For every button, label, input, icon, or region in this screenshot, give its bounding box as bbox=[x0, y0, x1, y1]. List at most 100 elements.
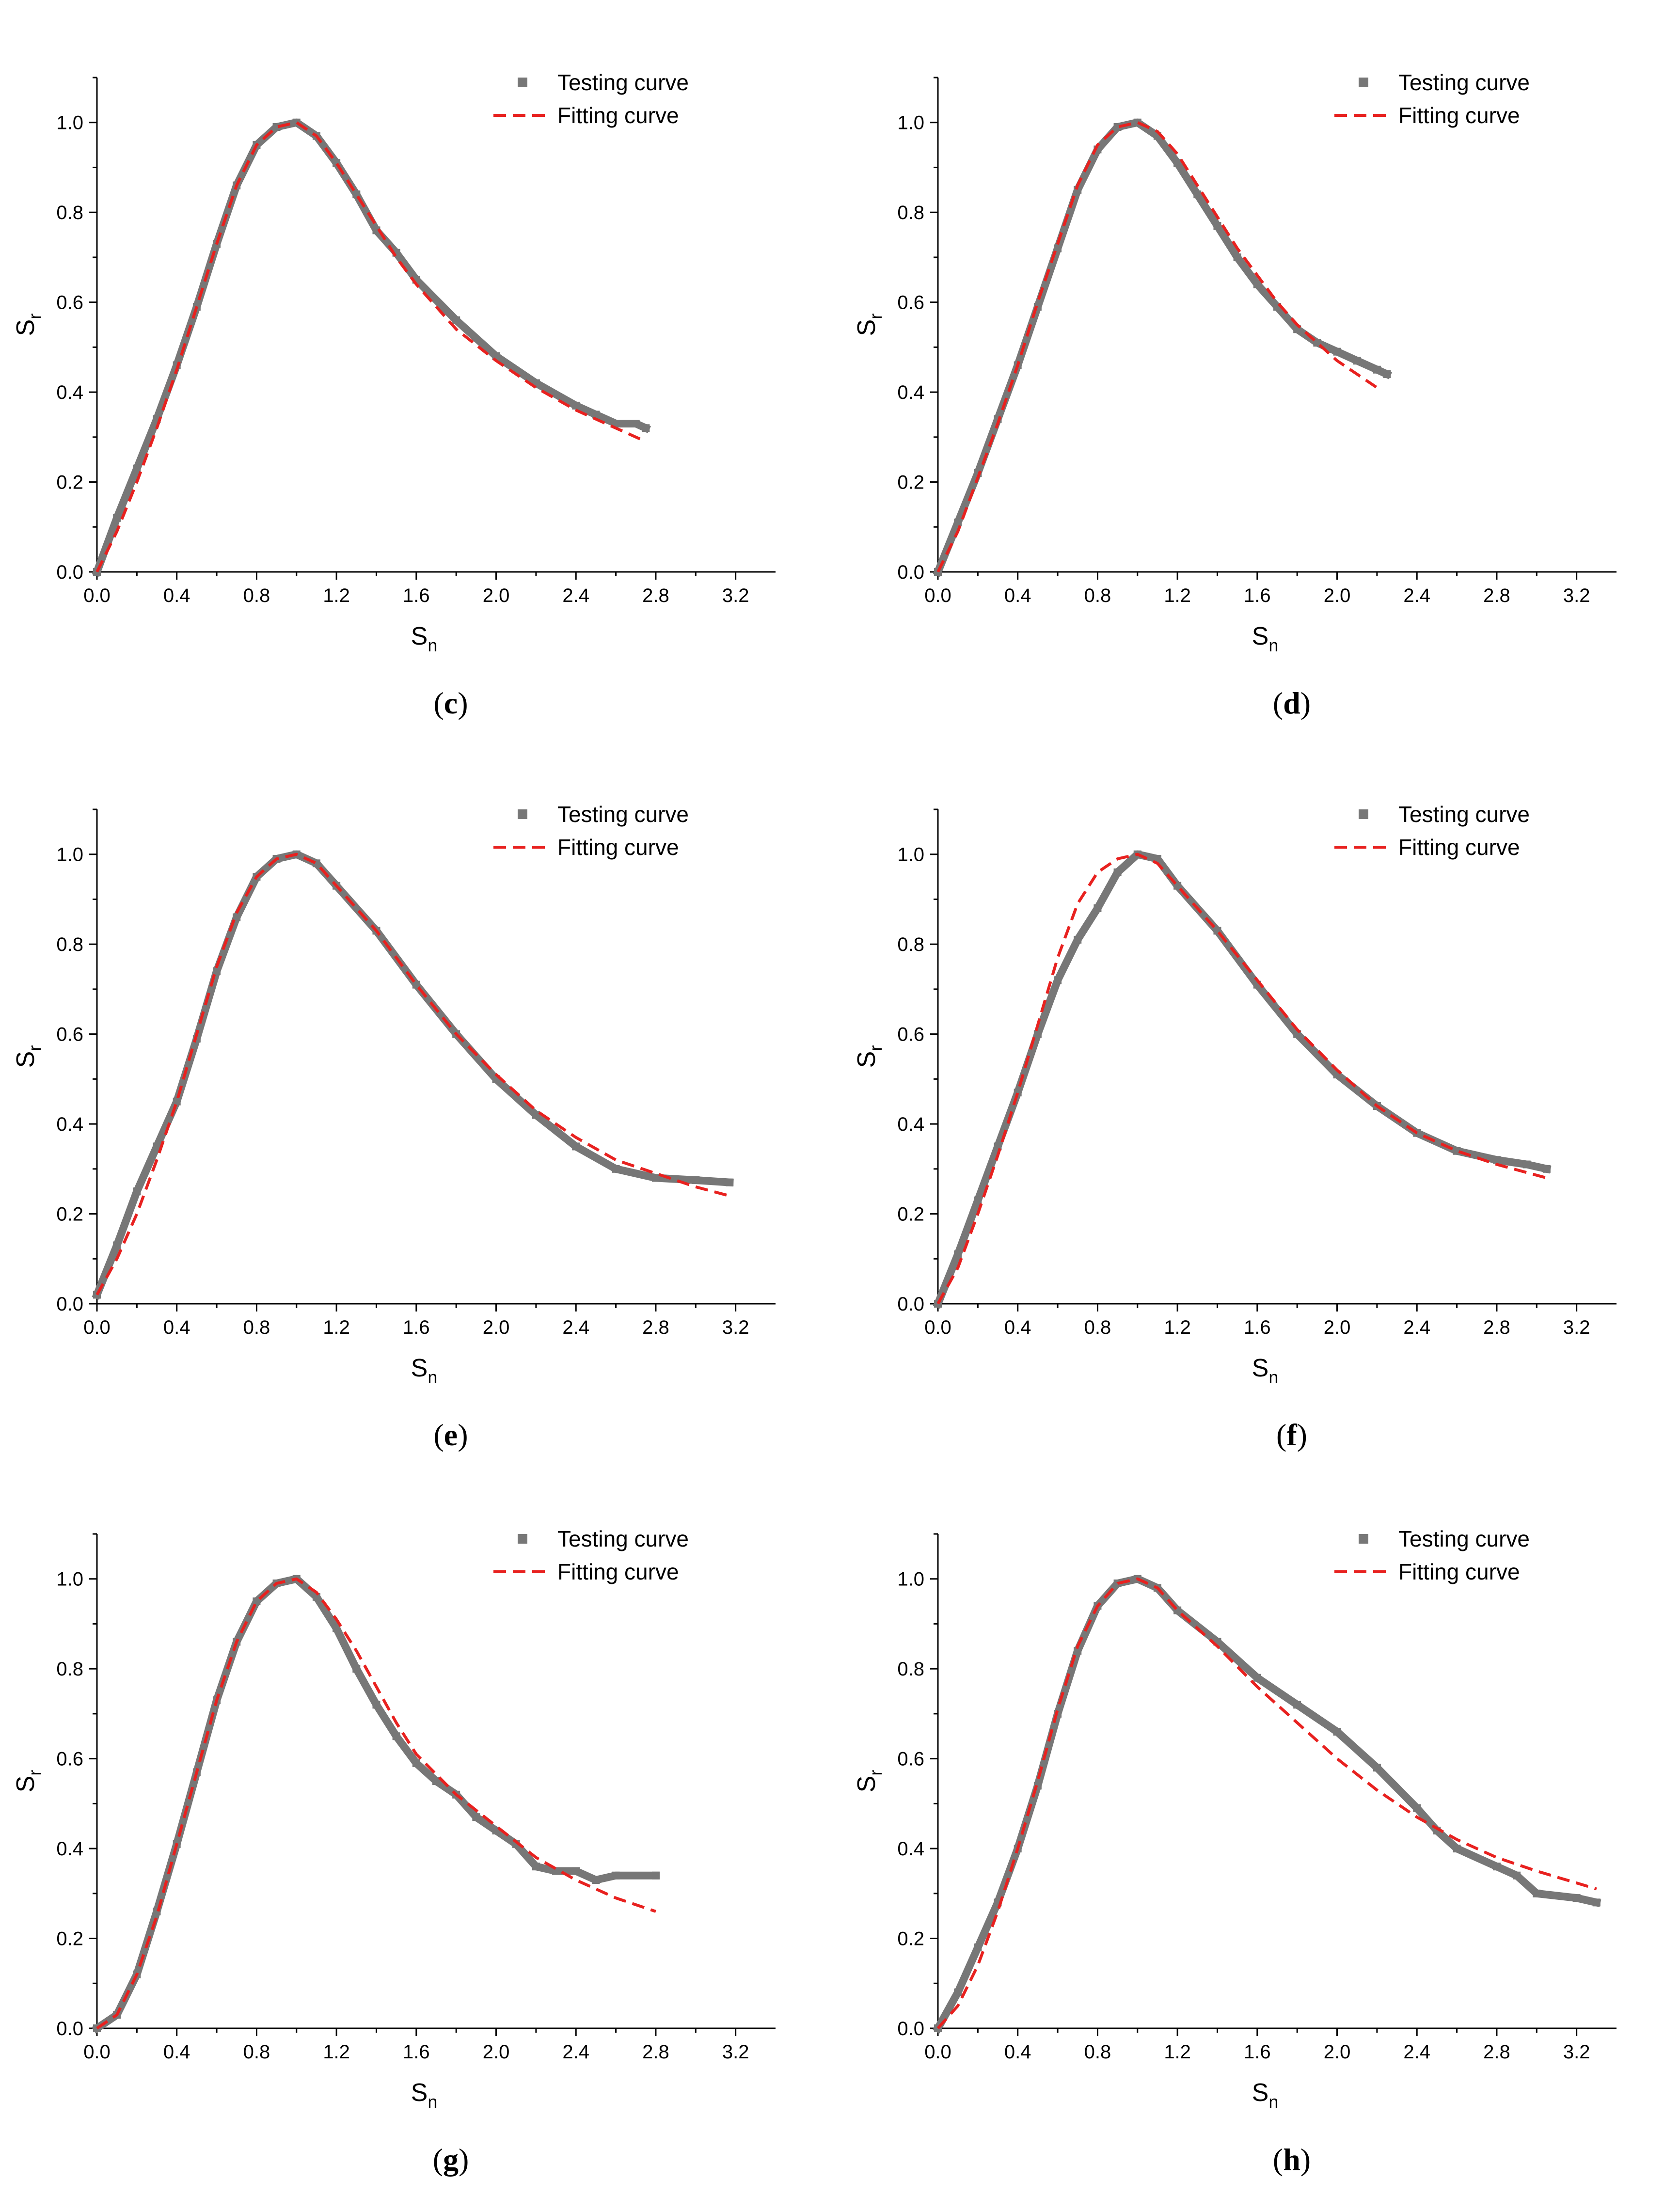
x-tick-label: 3.2 bbox=[1563, 2041, 1590, 2063]
x-axis-title-sub: n bbox=[428, 1367, 437, 1387]
y-tick-label: 0.2 bbox=[897, 1204, 924, 1225]
x-tick-label: 1.6 bbox=[1244, 585, 1271, 606]
testing-curve-point bbox=[1592, 1898, 1601, 1907]
testing-curve-line bbox=[933, 850, 1552, 1309]
x-tick-label: 2.0 bbox=[1324, 585, 1351, 606]
x-tick-label: 2.8 bbox=[642, 585, 669, 606]
x-axis-title-sub: n bbox=[428, 635, 437, 655]
testing-curve-point bbox=[954, 519, 962, 526]
x-axis-title-sub: n bbox=[428, 2092, 437, 2112]
x-tick-label: 3.2 bbox=[1563, 1317, 1590, 1338]
caption-letter: e bbox=[444, 1418, 458, 1452]
testing-curve-line bbox=[92, 118, 651, 577]
y-axis-title: Sr bbox=[853, 1770, 886, 1793]
legend-fitting-label: Fitting curve bbox=[1398, 835, 1520, 860]
y-axis-title-base: S bbox=[853, 1776, 881, 1793]
legend-fitting-label: Fitting curve bbox=[557, 835, 679, 860]
y-tick-label: 0.8 bbox=[56, 1659, 83, 1680]
legend-fitting-label: Fitting curve bbox=[557, 1559, 679, 1584]
testing-curve-point bbox=[1033, 1030, 1042, 1038]
testing-curve-point bbox=[372, 1701, 380, 1709]
x-tick-label: 3.2 bbox=[722, 1317, 749, 1338]
x-axis-title-base: S bbox=[411, 622, 428, 650]
x-tick-label: 0.4 bbox=[163, 585, 190, 606]
caption-open: ( bbox=[433, 686, 444, 720]
testing-curve-point bbox=[532, 1863, 540, 1871]
y-tick-label: 0.4 bbox=[897, 382, 924, 403]
x-tick-label: 0.4 bbox=[1004, 585, 1031, 606]
testing-curve-point bbox=[1233, 253, 1241, 261]
legend-testing-marker bbox=[1359, 809, 1368, 819]
y-tick-label: 0.0 bbox=[897, 562, 924, 583]
fitting-curve-line bbox=[936, 121, 1378, 573]
panel-caption: (g) bbox=[433, 2142, 469, 2177]
x-tick-label: 0.8 bbox=[243, 585, 270, 606]
caption-letter: h bbox=[1283, 2142, 1300, 2177]
y-axis-title-sub: r bbox=[866, 314, 886, 319]
x-tick-label: 0.8 bbox=[1084, 2041, 1111, 2063]
x-axis-title: Sn bbox=[411, 2079, 438, 2112]
testing-curve-point bbox=[372, 226, 380, 235]
caption-close: ) bbox=[1297, 1418, 1307, 1452]
y-axis-title-sub: r bbox=[866, 1770, 886, 1776]
fitting-curve-line bbox=[936, 853, 1547, 1305]
testing-curve-point bbox=[432, 1777, 440, 1785]
testing-curve-point bbox=[1522, 1160, 1531, 1169]
x-tick-label: 1.2 bbox=[323, 1317, 350, 1338]
testing-curve-point bbox=[1253, 280, 1261, 288]
testing-curve-point bbox=[1572, 1894, 1581, 1902]
testing-curve-line bbox=[933, 118, 1393, 577]
testing-curve-point bbox=[572, 1867, 580, 1875]
x-tick-label: 1.6 bbox=[403, 2041, 430, 2063]
y-axis-title-base: S bbox=[12, 1051, 40, 1068]
y-tick-label: 0.6 bbox=[897, 1024, 924, 1045]
x-axis-title-base: S bbox=[1252, 622, 1269, 650]
testing-curve-series bbox=[933, 1575, 1601, 2034]
y-axis-title: Sr bbox=[853, 1045, 886, 1068]
y-axis-title-base: S bbox=[12, 319, 40, 336]
x-axis-title-base: S bbox=[1252, 1354, 1269, 1382]
testing-curve-point bbox=[1213, 222, 1221, 230]
x-axis-title: Sn bbox=[1252, 1354, 1279, 1387]
x-tick-label: 2.0 bbox=[483, 585, 510, 606]
x-tick-label: 1.2 bbox=[323, 585, 350, 606]
x-tick-label: 0.4 bbox=[1004, 2041, 1031, 2063]
legend-testing-marker bbox=[1359, 1534, 1368, 1544]
y-tick-label: 1.0 bbox=[897, 112, 924, 134]
y-tick-label: 0.4 bbox=[56, 382, 83, 403]
panel-caption: (h) bbox=[1273, 2142, 1311, 2177]
y-axis-title-base: S bbox=[12, 1776, 40, 1793]
legend-testing-marker bbox=[518, 809, 527, 819]
fitting-curve-line bbox=[96, 1577, 656, 2030]
y-tick-label: 0.8 bbox=[56, 934, 83, 955]
y-tick-label: 1.0 bbox=[56, 112, 83, 134]
y-tick-label: 0.4 bbox=[56, 1838, 83, 1860]
legend: Testing curve Fitting curve bbox=[1334, 802, 1530, 860]
testing-curve-line bbox=[933, 1575, 1601, 2034]
fitting-curve-line bbox=[95, 121, 647, 573]
x-tick-label: 0.8 bbox=[1084, 585, 1111, 606]
testing-curve-line bbox=[92, 850, 734, 1300]
y-tick-label: 1.0 bbox=[897, 844, 924, 866]
testing-curve-point bbox=[1253, 1674, 1261, 1682]
y-tick-label: 0.2 bbox=[56, 472, 83, 493]
x-tick-label: 1.2 bbox=[1164, 585, 1191, 606]
testing-curve-series bbox=[92, 118, 651, 577]
caption-open: ( bbox=[433, 1418, 444, 1452]
testing-curve-series bbox=[933, 850, 1552, 1309]
testing-curve-point bbox=[612, 1871, 620, 1880]
y-tick-label: 0.0 bbox=[897, 1294, 924, 1315]
testing-curve-point bbox=[213, 967, 221, 975]
y-axis-title-sub: r bbox=[25, 1770, 45, 1776]
x-tick-label: 2.4 bbox=[1403, 2041, 1430, 2063]
testing-curve-point bbox=[1173, 159, 1182, 167]
x-tick-label: 2.8 bbox=[1483, 2041, 1510, 2063]
caption-letter: c bbox=[444, 686, 458, 720]
testing-curve-point bbox=[1333, 1728, 1341, 1736]
caption-close: ) bbox=[459, 2142, 469, 2177]
x-tick-label: 0.0 bbox=[924, 2041, 951, 2063]
y-axis-title-base: S bbox=[853, 319, 881, 336]
testing-curve-point bbox=[1453, 1845, 1461, 1853]
testing-curve-point bbox=[1173, 882, 1182, 890]
x-tick-label: 1.2 bbox=[1164, 1317, 1191, 1338]
